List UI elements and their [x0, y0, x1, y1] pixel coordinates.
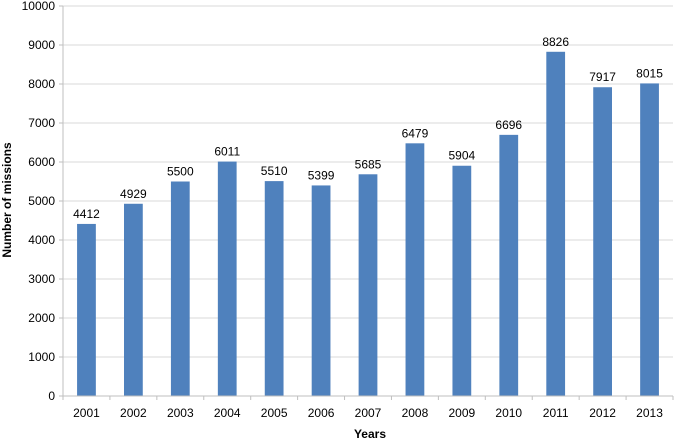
y-tick-label: 10000 [22, 0, 56, 13]
bars [77, 51, 659, 396]
bar-2006 [311, 185, 331, 396]
x-tick-labels: 2001 2002 2003 2004 2005 2006 2007 2008 2009 2010… [62, 396, 674, 420]
y-tick-labels: 0 1000 2000 3000 4000 5000 6000 7000 8000 9000 100… [22, 0, 63, 403]
x-tick-label: 2005 [261, 406, 288, 420]
y-tick-label: 9000 [28, 38, 55, 52]
x-tick-label: 2006 [308, 406, 335, 420]
y-tick-label: 4000 [28, 233, 55, 247]
y-tick-label: 3000 [28, 272, 55, 286]
x-tick-label: 2012 [589, 406, 616, 420]
y-axis-title: Number of missions [0, 142, 14, 258]
data-label-2012: 7917 [589, 70, 616, 84]
bar-2010 [499, 134, 519, 396]
data-label-2006: 5399 [308, 168, 335, 182]
data-label-2004: 6011 [214, 145, 240, 159]
data-label-2007: 5685 [355, 157, 382, 171]
x-tick-label: 2004 [214, 406, 241, 420]
x-tick-label: 2009 [448, 406, 475, 420]
x-tick-label: 2001 [73, 406, 100, 420]
data-labels: 4412 4929 5500 6011 5510 5399 5685 6479 5904 6696… [73, 35, 663, 221]
y-tick-label: 5000 [28, 194, 55, 208]
data-label-2011: 8826 [542, 35, 569, 49]
bar-2007 [358, 174, 378, 396]
data-label-2010: 6696 [495, 118, 522, 132]
x-tick-label: 2010 [495, 406, 522, 420]
y-tick-label: 8000 [28, 77, 55, 91]
bar-2004 [217, 161, 237, 396]
bar-2009 [452, 165, 472, 396]
data-label-2009: 5904 [448, 149, 475, 163]
data-label-2003: 5500 [167, 165, 194, 179]
y-tick-label: 7000 [28, 116, 55, 130]
x-tick-label: 2007 [355, 406, 382, 420]
bar-2002 [124, 203, 143, 396]
y-tick-label: 6000 [28, 155, 55, 169]
data-label-2001: 4412 [73, 207, 100, 221]
x-axis-title: Years [354, 427, 386, 440]
x-tick-label: 2013 [636, 406, 663, 420]
data-label-2008: 6479 [402, 126, 429, 140]
data-label-2005: 5510 [261, 164, 288, 178]
bar-2008 [405, 143, 425, 396]
bar-2001 [77, 223, 96, 396]
bar-2003 [170, 181, 190, 396]
data-label-2013: 8015 [636, 66, 663, 80]
x-tick-label: 2011 [543, 406, 569, 420]
bar-2011 [546, 51, 566, 396]
data-label-2002: 4929 [120, 187, 147, 201]
bar-2012 [593, 87, 612, 396]
y-tick-label: 2000 [28, 311, 55, 325]
y-tick-label: 1000 [28, 350, 55, 364]
bar-2013 [640, 83, 659, 396]
x-tick-label: 2003 [167, 406, 194, 420]
y-tick-label: 0 [48, 389, 55, 403]
bar-2005 [264, 181, 284, 396]
x-tick-label: 2002 [120, 406, 147, 420]
x-tick-label: 2008 [402, 406, 429, 420]
